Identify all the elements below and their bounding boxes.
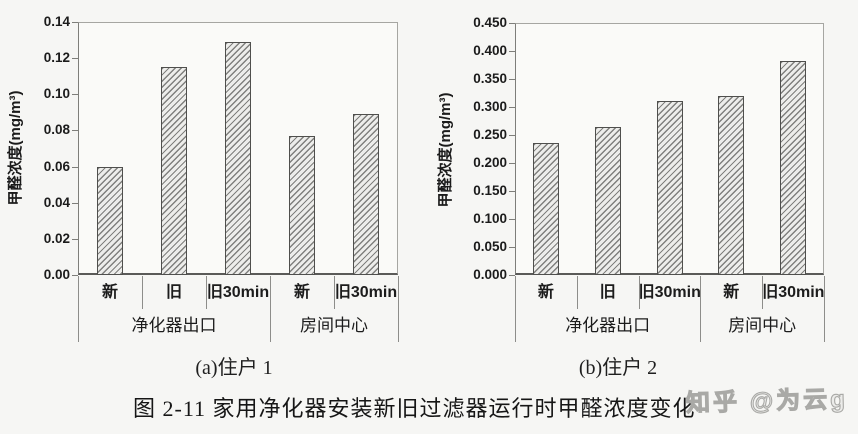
y-tick-mark: [509, 191, 515, 192]
bar: [353, 114, 379, 275]
figure-caption: 图 2-11 家用净化器安装新旧过滤器运行时甲醛浓度变化: [133, 396, 696, 421]
category-label: 新: [101, 284, 118, 301]
chart-b-subtitle: (b)住户 2: [578, 357, 658, 379]
y-tick-mark: [509, 163, 515, 164]
y-tick-label: 0.250: [473, 127, 507, 142]
bar: [780, 61, 807, 275]
bar: [594, 127, 621, 275]
y-tick-label: 0.450: [473, 15, 507, 30]
y-tick-label: 0.02: [43, 230, 70, 246]
y-tick-label: 0.150: [473, 183, 507, 198]
y-tick-label: 0.100: [473, 211, 507, 226]
y-tick-mark: [72, 130, 78, 132]
y-tick-mark: [72, 202, 78, 204]
y-tick-mark: [509, 23, 515, 24]
group-label: 房间中心: [300, 316, 368, 335]
group-label: 净化器出口: [565, 316, 651, 335]
bar: [656, 101, 683, 275]
y-tick-label: 0.200: [473, 155, 507, 170]
y-tick-mark: [509, 275, 515, 276]
category-label: 旧30min: [638, 284, 701, 301]
y-tick-label: 0.08: [43, 122, 70, 138]
y-tick-label: 0.04: [43, 194, 70, 210]
y-tick-label: 0.00: [43, 267, 70, 282]
y-tick-label: 0.10: [43, 86, 70, 102]
category-label: 新: [723, 284, 740, 301]
group-separator: [270, 276, 271, 342]
bar: [161, 67, 187, 275]
category-label: 旧: [599, 284, 616, 301]
y-tick-mark: [509, 107, 515, 108]
category-label: 新: [293, 284, 310, 301]
y-tick-mark: [509, 79, 515, 80]
y-tick-label: 0.050: [473, 239, 507, 254]
y-tick-mark: [72, 166, 78, 168]
group-separator: [398, 276, 399, 342]
group-separator: [700, 276, 702, 342]
bar: [225, 42, 251, 275]
y-tick-mark: [509, 51, 515, 52]
y-tick-mark: [509, 247, 515, 248]
group-separator: [824, 276, 825, 342]
group-separator: [515, 276, 516, 342]
bar: [532, 143, 559, 275]
y-tick-label: 0.06: [43, 158, 70, 174]
category-label: 旧30min: [206, 284, 270, 301]
category-separator: [206, 276, 207, 309]
category-separator: [762, 276, 764, 309]
chart-a-subtitle: (a)住户 1: [195, 357, 273, 379]
y-tick-label: 0.000: [473, 267, 507, 282]
y-tick-mark: [72, 94, 78, 96]
y-axis-title: 甲醛浓度(mg/m³): [437, 92, 454, 208]
y-tick-mark: [509, 135, 515, 136]
category-label: 旧30min: [334, 284, 398, 301]
y-tick-label: 0.14: [43, 14, 70, 29]
category-separator: [334, 276, 335, 309]
category-separator: [638, 276, 640, 309]
y-tick-mark: [72, 58, 78, 60]
y-tick-mark: [72, 22, 78, 23]
category-separator: [576, 276, 578, 309]
y-tick-mark: [72, 275, 78, 276]
zhihu-watermark: 知乎 @为云g: [685, 385, 849, 418]
group-label: 房间中心: [728, 316, 797, 335]
y-tick-label: 0.12: [43, 50, 70, 66]
category-label: 旧: [165, 284, 182, 301]
y-tick-label: 0.400: [473, 43, 507, 58]
category-separator: [142, 276, 143, 309]
bar: [718, 96, 745, 275]
y-tick-mark: [509, 219, 515, 220]
y-tick-mark: [72, 238, 78, 240]
y-tick-label: 0.350: [473, 71, 507, 86]
group-separator: [78, 276, 79, 342]
bar: [289, 136, 315, 275]
category-label: 旧30min: [762, 284, 825, 301]
category-label: 新: [537, 284, 554, 301]
group-label: 净化器出口: [131, 316, 217, 335]
bar: [97, 167, 123, 275]
y-tick-label: 0.300: [473, 99, 507, 114]
